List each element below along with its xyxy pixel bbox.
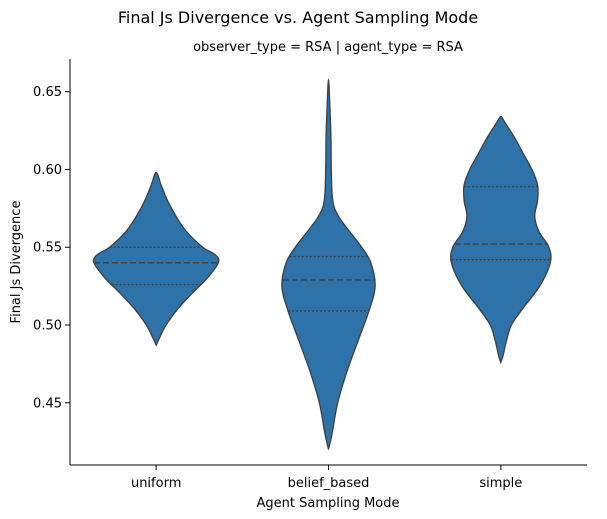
chart-title: Final Js Divergence vs. Agent Sampling M… <box>118 8 478 27</box>
facet-subtitle: observer_type = RSA | agent_type = RSA <box>193 40 463 55</box>
violin-belief_based <box>281 78 376 450</box>
x-axis-ticks: uniform belief_based simple <box>131 465 522 491</box>
violin-simple <box>449 115 552 365</box>
violin-uniform <box>92 171 220 347</box>
y-tick-label: 0.50 <box>33 319 62 334</box>
x-tick-label: uniform <box>131 476 181 491</box>
y-axis-ticks: 0.45 0.50 0.55 0.60 0.65 <box>33 85 70 411</box>
x-tick-label: belief_based <box>288 476 370 491</box>
y-tick-label: 0.55 <box>33 241 62 256</box>
violin-group <box>92 78 552 450</box>
x-axis-label: Agent Sampling Mode <box>256 496 399 511</box>
y-tick-label: 0.45 <box>33 396 62 411</box>
y-tick-label: 0.65 <box>33 85 62 100</box>
y-axis-label: Final Js Divergence <box>9 201 24 324</box>
x-tick-label: simple <box>479 476 522 491</box>
y-tick-label: 0.60 <box>33 163 62 178</box>
